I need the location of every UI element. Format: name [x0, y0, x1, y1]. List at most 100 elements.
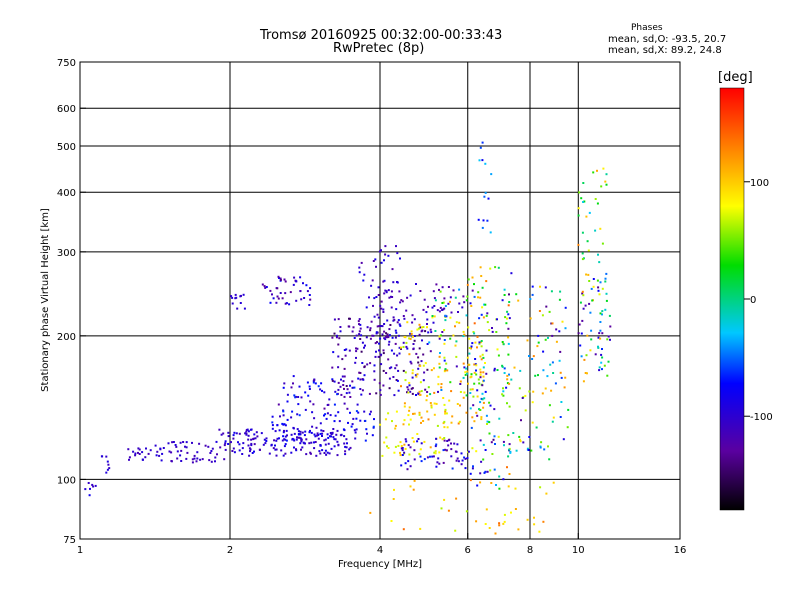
- echo-point: [379, 325, 382, 327]
- echo-point: [394, 336, 397, 339]
- echo-point: [463, 456, 466, 459]
- echo-point: [132, 450, 135, 453]
- echo-point: [305, 284, 308, 287]
- echo-point: [168, 450, 171, 453]
- echo-point: [399, 451, 401, 454]
- echo-point: [414, 374, 417, 377]
- echo-point: [482, 443, 485, 446]
- echo-point: [374, 355, 377, 358]
- echo-point: [558, 298, 561, 301]
- echo-point: [418, 390, 421, 393]
- echo-point: [271, 427, 274, 430]
- echo-point: [402, 369, 405, 372]
- echo-point: [471, 447, 474, 450]
- echo-point: [494, 532, 497, 535]
- echo-point: [397, 319, 400, 322]
- echo-point: [232, 434, 235, 437]
- echo-point: [338, 337, 341, 340]
- echo-point: [353, 337, 356, 339]
- echo-point: [324, 413, 327, 416]
- echo-point: [331, 366, 334, 369]
- chart-subtitle: RwPretec (8p): [333, 41, 425, 56]
- echo-point: [605, 272, 608, 275]
- echo-point: [397, 444, 400, 447]
- echo-point: [498, 524, 501, 527]
- echo-point: [411, 387, 414, 390]
- echo-point: [521, 397, 524, 399]
- echo-point: [475, 369, 477, 372]
- echo-point: [548, 458, 551, 461]
- echo-point: [179, 441, 182, 444]
- echo-point: [431, 306, 434, 309]
- echo-point: [407, 444, 410, 447]
- echo-point: [590, 329, 593, 332]
- echo-point: [465, 510, 468, 513]
- echo-point: [473, 382, 476, 385]
- echo-point: [475, 373, 478, 376]
- echo-point: [332, 436, 335, 439]
- echo-point: [441, 286, 444, 289]
- echo-point: [259, 448, 261, 451]
- echo-point: [278, 429, 281, 432]
- echo-point: [470, 426, 473, 429]
- echo-point: [260, 432, 263, 435]
- echo-point: [464, 373, 467, 376]
- echo-point: [394, 367, 397, 370]
- echo-point: [294, 396, 297, 399]
- echo-point: [238, 432, 241, 435]
- echo-point: [256, 435, 259, 438]
- echo-point: [282, 454, 285, 457]
- echo-point: [382, 384, 385, 387]
- echo-point: [318, 450, 321, 453]
- echo-point: [279, 292, 282, 294]
- echo-point: [515, 449, 518, 452]
- echo-point: [304, 408, 307, 411]
- echo-point: [271, 415, 274, 418]
- echo-point: [518, 387, 521, 390]
- echo-point: [328, 452, 331, 455]
- echo-point: [427, 331, 430, 334]
- echo-point: [371, 279, 374, 282]
- echo-point: [373, 418, 375, 421]
- echo-point: [482, 219, 485, 222]
- echo-point: [560, 376, 563, 379]
- echo-point: [476, 389, 479, 392]
- echo-point: [407, 460, 410, 463]
- echo-point: [416, 433, 419, 435]
- echo-point: [462, 362, 465, 365]
- echo-point: [559, 416, 562, 418]
- echo-point: [469, 388, 472, 391]
- echo-point: [385, 290, 388, 293]
- echo-point: [407, 391, 410, 394]
- echo-point: [308, 294, 311, 296]
- echo-point: [522, 441, 525, 444]
- echo-point: [281, 297, 284, 300]
- echo-point: [408, 381, 411, 384]
- echo-point: [421, 339, 423, 342]
- echo-point: [296, 428, 299, 431]
- echo-point: [447, 286, 450, 288]
- echo-point: [324, 449, 327, 452]
- echo-point: [437, 390, 439, 393]
- echo-point: [408, 423, 410, 426]
- echo-point: [357, 377, 360, 380]
- echo-point: [530, 449, 533, 452]
- y-tick-label: 100: [57, 475, 76, 486]
- echo-point: [467, 326, 470, 329]
- echo-point: [506, 310, 509, 313]
- echo-point: [325, 417, 328, 420]
- echo-point: [457, 311, 459, 313]
- echo-point: [473, 332, 476, 335]
- echo-point: [540, 441, 543, 444]
- echo-point: [609, 338, 611, 341]
- echo-point: [484, 191, 487, 194]
- echo-point: [601, 310, 604, 313]
- echo-point: [388, 377, 391, 380]
- echo-point: [353, 386, 356, 389]
- echo-point: [239, 302, 242, 304]
- echo-point: [579, 301, 582, 304]
- echo-point: [180, 460, 183, 462]
- echo-point: [426, 318, 429, 321]
- echo-point: [282, 431, 285, 434]
- echo-point: [508, 473, 511, 475]
